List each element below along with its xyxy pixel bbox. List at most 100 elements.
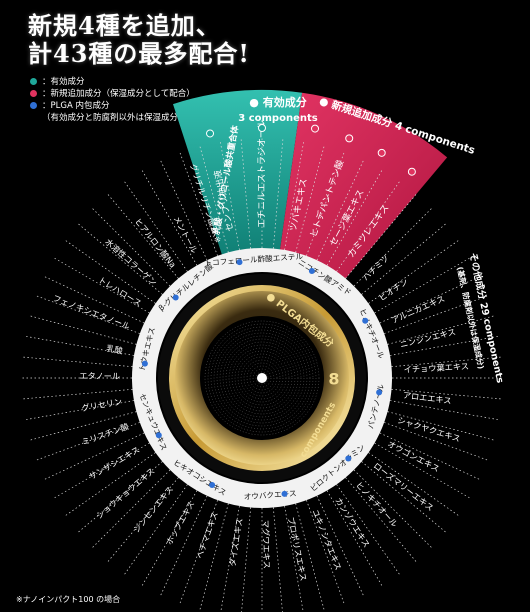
texture-ring — [252, 368, 272, 388]
center-point — [257, 373, 267, 383]
ray-line — [282, 141, 305, 262]
active-ingredient-label: エチニルエストラジオール — [257, 120, 268, 228]
ingredient-label: ユキノシタエキス — [310, 508, 343, 572]
texture-ring — [243, 359, 281, 397]
ingredient-label: トレハロース — [96, 275, 143, 309]
ray-line — [352, 223, 447, 303]
active-group-label: ● 有効成分 — [249, 95, 306, 109]
ray-line — [345, 208, 432, 295]
ingredient-label: ハチミツ — [360, 253, 391, 283]
ray-line — [311, 160, 364, 272]
ray-line — [358, 445, 459, 516]
ray-line — [379, 387, 502, 400]
ray-line — [241, 495, 253, 612]
active-group-count: 3 components — [238, 113, 317, 124]
ingredient-label: サンザシエキス — [87, 444, 141, 481]
blue-dot-icon — [141, 360, 148, 367]
ray-line — [160, 484, 213, 596]
teal-dot-icon — [30, 78, 37, 85]
texture-ring — [255, 371, 269, 385]
ray-line — [320, 480, 383, 587]
ray-line — [378, 398, 499, 421]
ray-line — [36, 295, 152, 338]
blue-dot-icon — [30, 102, 37, 109]
ray-line — [44, 276, 156, 329]
legend-item-new: ：新規追加成分（保湿成分として配合） — [30, 88, 195, 100]
legend-text: ：新規追加成分（保湿成分として配合） — [42, 89, 195, 99]
texture-ring — [246, 362, 278, 394]
legend: ：有効成分 ：新規追加成分（保湿成分として配合） ：PLGA 内包成分 （有効成分… — [30, 76, 195, 124]
ray-line — [107, 193, 187, 288]
footnote: ※ナノインパクト100 の場合 — [16, 595, 121, 604]
ray-line — [345, 461, 432, 548]
ray-line — [92, 208, 179, 295]
ray-line — [179, 152, 222, 268]
ray-line — [53, 257, 160, 320]
blue-dot-icon — [209, 481, 216, 488]
ray-line — [141, 480, 204, 587]
plga-group-count: 8 — [328, 370, 339, 389]
blue-dot-icon — [362, 317, 369, 324]
plga-ring — [132, 248, 392, 508]
ray-line — [311, 484, 364, 596]
headline-line1: 新規4種を追加、 — [28, 11, 221, 40]
ingredient-label: グリセリン — [81, 396, 123, 413]
legend-text: ：有効成分 — [42, 77, 85, 87]
ray-line — [36, 418, 152, 461]
texture-ring — [216, 332, 308, 424]
texture-ring — [237, 353, 287, 403]
ingredient-label: ヒアルロン酸Na — [133, 216, 178, 269]
ray-line — [25, 335, 146, 358]
ray-line — [141, 169, 204, 276]
ray-line — [65, 240, 166, 311]
blue-dot-icon — [236, 259, 243, 266]
texture-ring — [210, 326, 314, 430]
ray-line — [372, 295, 488, 338]
texture-ring — [228, 344, 296, 412]
legend-item-plga: ：PLGA 内包成分 （有効成分と防腐剤以外は保湿成分） — [30, 100, 195, 124]
ray-line — [358, 240, 459, 311]
texture-ring — [249, 365, 275, 391]
ingredient-label: ニンジンエキス — [399, 327, 457, 350]
ingredient-label: ビオチン — [377, 276, 410, 303]
ray-line — [375, 408, 494, 441]
headline-line2: 計43種の最多配合! — [28, 39, 250, 68]
teal-dot-icon — [258, 124, 266, 132]
texture-ring — [204, 320, 320, 436]
ingredient-label: ホップエキス — [164, 499, 197, 547]
ray-line — [271, 138, 284, 261]
pink-dot-icon — [377, 148, 386, 157]
ingredient-label: ヒノキチオール — [354, 480, 400, 529]
texture-ring — [225, 341, 299, 415]
legend-subtext: （有効成分と防腐剤以外は保湿成分） — [42, 113, 187, 123]
ingredient-label: カンゾウエキス — [333, 496, 372, 550]
ray-line — [30, 315, 149, 348]
legend-text: ：PLGA 内包成分 — [42, 101, 110, 111]
ray-line — [44, 427, 156, 480]
ingredient-label: アルニカエキス — [390, 293, 446, 325]
ray-line — [219, 141, 242, 262]
blue-dot-icon — [281, 490, 288, 497]
ray-line — [199, 146, 232, 265]
ray-line — [30, 408, 149, 441]
texture-ring — [219, 335, 305, 421]
ray-line — [364, 436, 471, 499]
ray-line — [302, 488, 345, 604]
blue-dot-icon — [376, 389, 383, 396]
pink-dot-icon — [407, 167, 416, 176]
ray-line — [271, 495, 283, 612]
ray-line — [364, 257, 471, 320]
ray-line — [302, 152, 345, 268]
blue-dot-icon — [172, 294, 179, 301]
legend-item-active: ：有効成分 — [30, 76, 195, 88]
ingredient-label: マグワエキス — [261, 520, 272, 569]
ray-line — [160, 160, 213, 272]
ingredient-label: フェノキシエタノール — [52, 293, 132, 332]
teal-dot-icon — [206, 129, 215, 138]
ray-line — [329, 474, 400, 575]
texture-ring — [234, 350, 290, 406]
texture-ring — [213, 329, 311, 427]
ray-line — [329, 181, 400, 282]
ingredient-label: ジンセンエキス — [131, 484, 175, 534]
